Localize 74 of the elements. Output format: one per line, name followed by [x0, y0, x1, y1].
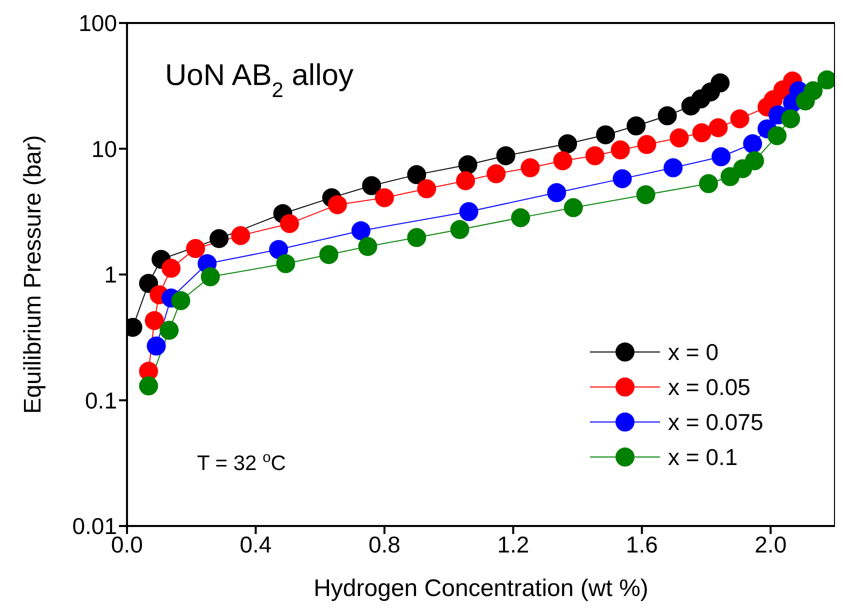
point: [210, 229, 229, 248]
point: [636, 185, 656, 204]
point: [171, 291, 190, 310]
y-axis-title: Equilibrium Pressure (bar): [20, 135, 47, 414]
x-tick-label: 0.4: [240, 531, 272, 558]
point: [417, 179, 436, 198]
point: [407, 228, 426, 247]
x-tick-label: 0.8: [368, 531, 400, 558]
point: [144, 311, 164, 330]
point: [362, 176, 382, 196]
legend-label: x = 0.05: [668, 374, 750, 400]
point: [658, 106, 677, 126]
annotation: T = 32 $^{o}$C: [197, 450, 286, 475]
point: [670, 128, 689, 148]
point: [626, 116, 646, 136]
x-tick-label: 1.6: [626, 531, 658, 558]
point: [328, 195, 347, 214]
legend-label: x = 0.1: [668, 444, 738, 470]
point: [781, 109, 800, 128]
point: [585, 146, 604, 166]
y-tick-label: 10: [91, 136, 117, 162]
point: [511, 208, 530, 228]
point: [351, 221, 370, 240]
legend-label: x = 0.075: [668, 409, 764, 435]
point: [139, 274, 158, 293]
x-tick-label: 2.0: [754, 531, 787, 558]
point: [374, 188, 394, 208]
point: [280, 214, 300, 234]
point: [139, 376, 158, 396]
point: [553, 151, 572, 170]
point: [817, 70, 835, 90]
point: [358, 236, 378, 256]
y-tick-label: 0.1: [85, 387, 117, 414]
point: [231, 226, 250, 246]
point: [486, 164, 506, 184]
point: [200, 267, 220, 286]
point: [708, 118, 728, 138]
point: [596, 125, 616, 144]
point: [496, 146, 516, 166]
point: [699, 174, 718, 194]
x-tick-label: 1.2: [497, 531, 530, 558]
point: [768, 126, 787, 146]
point: [269, 240, 288, 260]
point: [712, 147, 731, 166]
point: [456, 171, 476, 190]
point: [710, 73, 730, 92]
point: [804, 81, 823, 100]
point: [160, 320, 179, 340]
point: [743, 134, 762, 154]
point: [450, 220, 470, 239]
point: [745, 151, 764, 170]
point: [612, 169, 632, 188]
point: [407, 165, 426, 184]
point: [520, 158, 540, 178]
point: [162, 258, 181, 278]
point: [664, 158, 683, 178]
point: [276, 254, 296, 274]
point: [564, 198, 583, 218]
y-tick-label: 1: [104, 262, 117, 288]
point: [547, 183, 566, 202]
point: [610, 140, 630, 160]
point: [319, 245, 338, 264]
point: [730, 109, 750, 128]
point: [458, 155, 478, 174]
legend-label: x = 0: [668, 339, 719, 365]
point: [558, 134, 578, 154]
point: [637, 135, 656, 154]
y-tick-label: 100: [78, 10, 117, 36]
annotation: UoN AB$_{2}$ alloy: [165, 59, 354, 102]
point: [146, 336, 166, 356]
point: [186, 238, 206, 258]
point: [692, 123, 712, 142]
point: [459, 202, 478, 222]
x-axis-title: Hydrogen Concentration (wt %): [314, 575, 648, 602]
